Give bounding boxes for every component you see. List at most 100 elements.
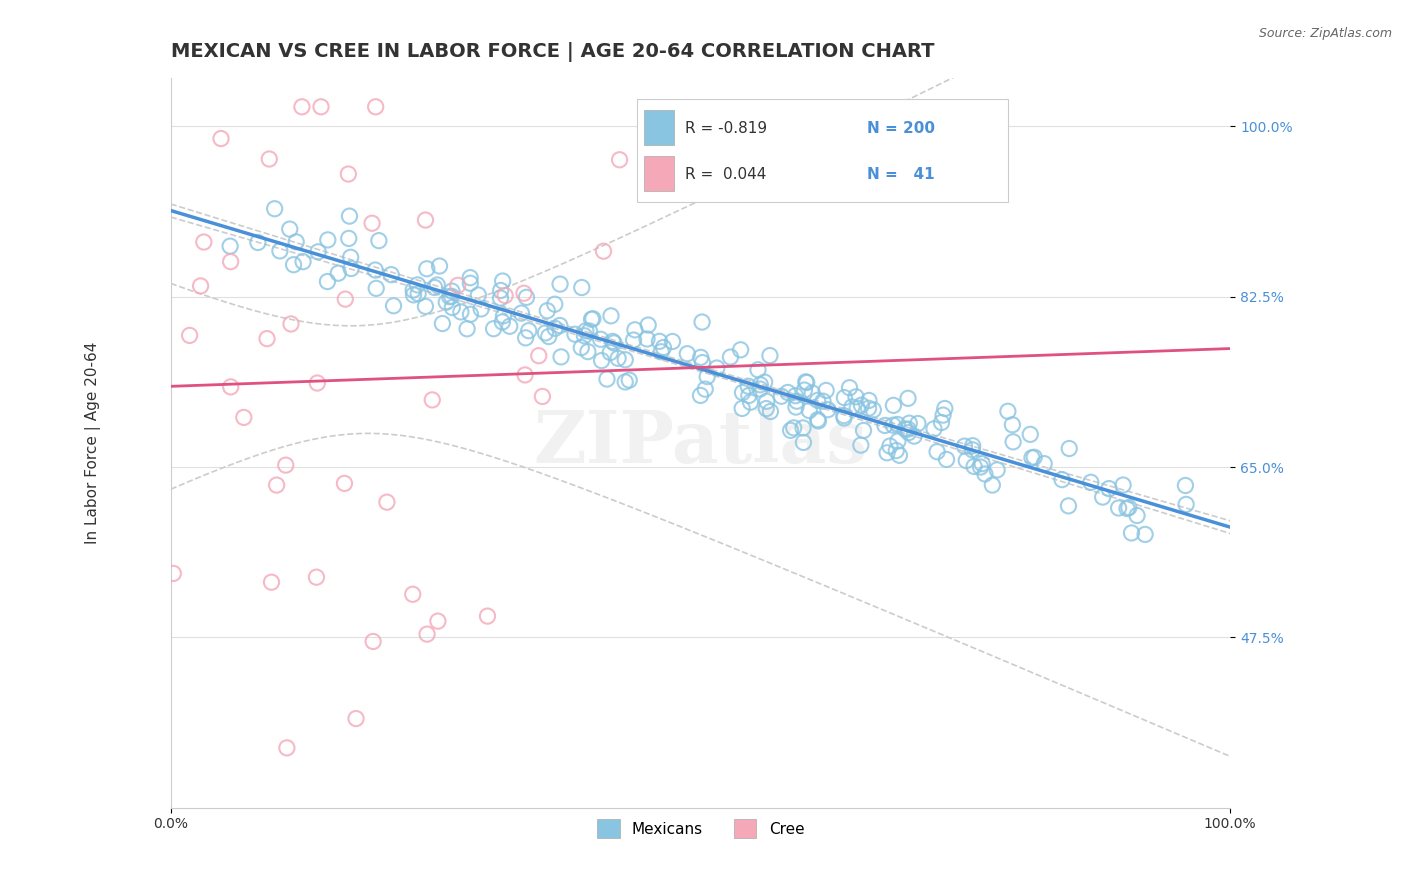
Point: [689, 388, 711, 402]
Point: [832, 411, 855, 425]
Point: [434, 295, 457, 310]
Point: [785, 389, 807, 403]
Point: [193, 235, 215, 249]
Point: [406, 277, 429, 292]
Point: [986, 463, 1008, 477]
Point: [607, 351, 630, 366]
Point: [759, 404, 782, 418]
Point: [770, 389, 793, 403]
Point: [922, 422, 945, 436]
Point: [858, 401, 880, 416]
Point: [1021, 450, 1043, 465]
Point: [807, 413, 830, 427]
Point: [779, 423, 801, 437]
Point: [406, 286, 429, 301]
Point: [731, 385, 754, 400]
Point: [903, 429, 925, 443]
Point: [882, 398, 904, 412]
Point: [785, 400, 807, 414]
Point: [382, 299, 405, 313]
Point: [269, 244, 291, 258]
Point: [876, 446, 898, 460]
Point: [807, 414, 830, 428]
Point: [614, 352, 637, 367]
Point: [316, 233, 339, 247]
Point: [882, 418, 904, 433]
Point: [162, 566, 184, 581]
Point: [274, 458, 297, 472]
Point: [544, 297, 567, 311]
Point: [578, 324, 600, 338]
Point: [574, 328, 596, 343]
Point: [637, 318, 659, 332]
Point: [591, 353, 613, 368]
Point: [614, 375, 637, 389]
Point: [1002, 434, 1025, 449]
Point: [907, 417, 929, 431]
Point: [246, 235, 269, 250]
Point: [307, 376, 329, 390]
Point: [602, 334, 624, 349]
Point: [852, 424, 875, 438]
Point: [569, 341, 592, 355]
Text: MEXICAN VS CREE IN LABOR FORCE | AGE 20-64 CORRELATION CHART: MEXICAN VS CREE IN LABOR FORCE | AGE 20-…: [170, 42, 934, 62]
Point: [364, 263, 387, 277]
Point: [575, 324, 598, 338]
Point: [491, 315, 513, 329]
Point: [747, 363, 769, 377]
Point: [731, 401, 754, 416]
Point: [1033, 457, 1056, 471]
Point: [550, 350, 572, 364]
Point: [676, 347, 699, 361]
Point: [256, 332, 278, 346]
Text: Source: ZipAtlas.com: Source: ZipAtlas.com: [1258, 27, 1392, 40]
Point: [263, 202, 285, 216]
Point: [440, 284, 463, 298]
Point: [1175, 497, 1198, 511]
Point: [344, 712, 367, 726]
Point: [375, 495, 398, 509]
Point: [749, 377, 772, 392]
Point: [589, 332, 612, 346]
Point: [232, 410, 254, 425]
Point: [179, 328, 201, 343]
Point: [460, 307, 482, 321]
Point: [367, 234, 389, 248]
Point: [845, 390, 868, 404]
Point: [316, 275, 339, 289]
Point: [738, 388, 761, 402]
Point: [581, 312, 603, 326]
Point: [460, 277, 482, 291]
Point: [416, 261, 439, 276]
Point: [897, 425, 920, 440]
Point: [361, 216, 384, 230]
Point: [1001, 417, 1024, 432]
Point: [783, 421, 806, 435]
Point: [1118, 500, 1140, 515]
Point: [544, 321, 567, 335]
Point: [815, 384, 838, 398]
Point: [934, 401, 956, 416]
Point: [596, 372, 619, 386]
Point: [817, 402, 839, 417]
Point: [695, 382, 717, 396]
Point: [794, 375, 817, 389]
Point: [838, 381, 860, 395]
Point: [953, 439, 976, 453]
Point: [209, 131, 232, 145]
Point: [571, 280, 593, 294]
Point: [456, 322, 478, 336]
Point: [305, 570, 328, 584]
Point: [834, 391, 856, 405]
Point: [441, 301, 464, 315]
Point: [740, 395, 762, 409]
Point: [339, 209, 361, 223]
Point: [515, 290, 537, 304]
Point: [807, 393, 830, 408]
Point: [291, 100, 314, 114]
Point: [759, 349, 782, 363]
Point: [786, 394, 808, 409]
Point: [981, 478, 1004, 492]
Point: [515, 331, 537, 345]
Point: [190, 279, 212, 293]
